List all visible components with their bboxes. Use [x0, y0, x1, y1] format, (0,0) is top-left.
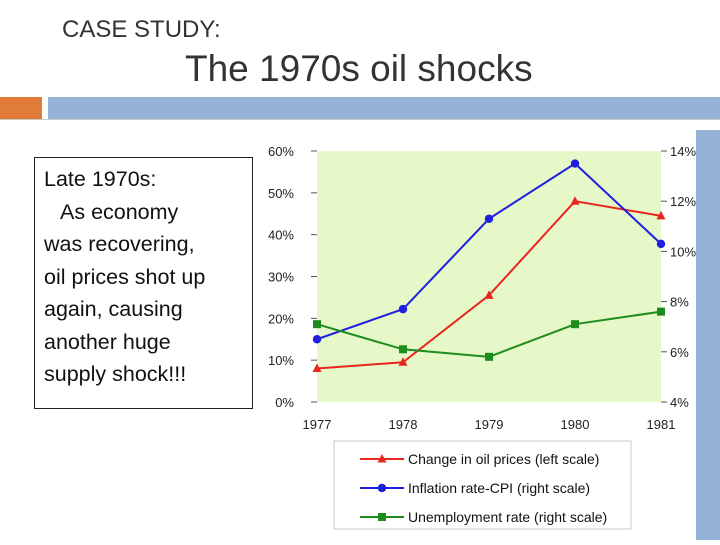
body-line: was recovering, [44, 232, 195, 256]
right-axis-tick-label: 12% [670, 194, 696, 209]
legend-swatch-marker [377, 454, 387, 463]
title-rule-accent [0, 97, 42, 119]
body-line: As economy [60, 199, 179, 224]
data-point-circle [570, 159, 580, 168]
left-axis-tick-label: 60% [268, 144, 294, 159]
right-axis-tick-label: 6% [670, 345, 689, 360]
title-rule-bar [48, 97, 720, 119]
x-axis-label: 1981 [647, 417, 676, 432]
body-line: oil prices shot up [44, 264, 206, 289]
data-point-square [399, 345, 407, 354]
data-point-triangle [398, 357, 408, 366]
data-point-triangle [656, 210, 666, 220]
right-axis-tick-label: 10% [670, 244, 696, 259]
data-point-triangle [312, 363, 322, 373]
right-axis-tick-label: 4% [670, 395, 689, 410]
legend-entry-label: Unemployment rate (right scale) [408, 509, 607, 525]
data-point-circle [398, 304, 408, 314]
legend-entry-label: Change in oil prices (left scale) [408, 451, 599, 467]
body-text-box: Late 1970s: As economy was recovering, o… [34, 157, 253, 409]
body-heading: Late 1970s: [44, 167, 157, 191]
data-point-triangle [484, 290, 494, 299]
legend-swatch-marker [378, 513, 386, 521]
data-point-square [485, 352, 493, 361]
left-axis-tick-label: 40% [268, 228, 294, 243]
left-axis-tick-label: 10% [268, 353, 294, 368]
x-axis-label: 1980 [561, 417, 590, 432]
slide-subtitle: CASE STUDY: [62, 16, 221, 43]
left-axis-tick-label: 50% [268, 186, 294, 201]
data-point-square [571, 320, 579, 329]
chart-panel: 0% 10% 20% 30% 40% 50% 60% 4% 6% 8% 10% 12% 14% 1977 1… [256, 130, 720, 540]
body-line: another huge [44, 329, 171, 354]
data-point-triangle [570, 196, 580, 205]
left-axis-tick-label: 0% [275, 395, 294, 410]
data-point-circle [484, 214, 494, 223]
left-axis-tick-label: 20% [268, 311, 294, 326]
data-point-circle [656, 239, 666, 249]
x-axis-label: 1978 [389, 417, 418, 432]
title-rule-line [0, 119, 720, 120]
x-axis-label: 1977 [303, 417, 332, 432]
oil-shock-chart: 0% 10% 20% 30% 40% 50% 60% 4% 6% 8% 10% 12% 14% 1977 1… [256, 130, 696, 540]
legend-entry-label: Inflation rate-CPI (right scale) [408, 480, 590, 496]
x-axis-label: 1979 [475, 417, 504, 432]
right-axis-tick-label: 8% [670, 295, 689, 310]
data-point-square [313, 320, 321, 329]
body-line: again, causing [44, 297, 183, 321]
data-point-square [657, 307, 665, 316]
slide-title: The 1970s oil shocks [185, 48, 533, 89]
body-line: supply shock!!! [44, 362, 187, 386]
data-point-circle [312, 335, 322, 344]
left-axis-tick-label: 30% [268, 270, 294, 285]
legend-swatch-marker [377, 483, 387, 493]
right-axis-tick-label: 14% [670, 144, 696, 159]
